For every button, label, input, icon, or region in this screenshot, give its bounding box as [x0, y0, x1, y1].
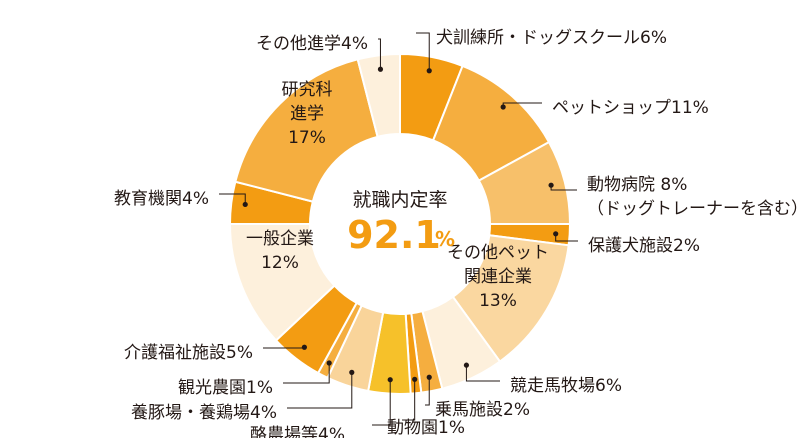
slice-label-13-line2: 12%: [261, 253, 299, 273]
slice-label-3: 動物病院 8%: [587, 175, 687, 195]
center-unit: %: [435, 227, 455, 251]
leader-line-4: [555, 233, 578, 242]
leader-line-6: [465, 365, 500, 382]
slice-label-1: 犬訓練所・ドッグスクール6%: [436, 28, 667, 48]
slice-label-5-line3: 13%: [479, 291, 517, 311]
slice-label-7: 乗馬施設2%: [435, 400, 530, 420]
labels-group: 犬訓練所・ドッグスクール6% ペットショップ11% 動物病院 8% （ドッグトレーナー…: [114, 28, 800, 438]
center-value: 92.1: [347, 213, 441, 257]
slice-label-16: その他進学4%: [256, 34, 368, 54]
slice-label-4: 保護犬施設2%: [588, 236, 700, 256]
leader-lines-group: [219, 32, 578, 426]
slice-label-12: 介護福祉施設5%: [124, 343, 253, 363]
leader-line-16: [378, 38, 381, 70]
slice-label-15-line3: 17%: [288, 128, 326, 148]
slice-label-13: 一般企業: [246, 229, 314, 249]
leader-line-1: [416, 32, 430, 71]
center-title: 就職内定率: [352, 189, 447, 211]
slice-label-15-line2: 進学: [290, 104, 324, 124]
slice-label-3-line2: （ドッグトレーナーを含む）: [587, 199, 800, 219]
slice-label-14: 教育機関4%: [114, 189, 209, 209]
slice-label-8: 動物園1%: [387, 418, 465, 438]
slice-label-15: 研究科: [282, 80, 333, 100]
leader-line-9: [372, 379, 391, 426]
leader-line-11: [283, 362, 330, 384]
slice-label-5-line2: 関連企業: [464, 267, 532, 287]
slice-label-5: その他ペット: [447, 243, 549, 263]
slice-label-2: ペットショップ11%: [552, 98, 709, 118]
slice-label-10: 養豚場・養鶏場4%: [131, 403, 277, 423]
leader-line-3: [550, 185, 577, 191]
leader-line-14: [219, 193, 246, 205]
pie-slice-16: [356, 52, 401, 139]
slice-label-6: 競走馬牧場6%: [510, 376, 622, 396]
slice-label-9: 酪農場等4%: [250, 425, 345, 438]
slices-group: [228, 52, 572, 395]
leader-line-8: [402, 379, 416, 421]
leader-line-10: [287, 372, 353, 409]
leader-line-12: [263, 347, 305, 349]
leader-line-7: [425, 377, 430, 406]
leader-line-2: [502, 102, 542, 107]
slice-label-11: 観光農園1%: [178, 378, 273, 398]
